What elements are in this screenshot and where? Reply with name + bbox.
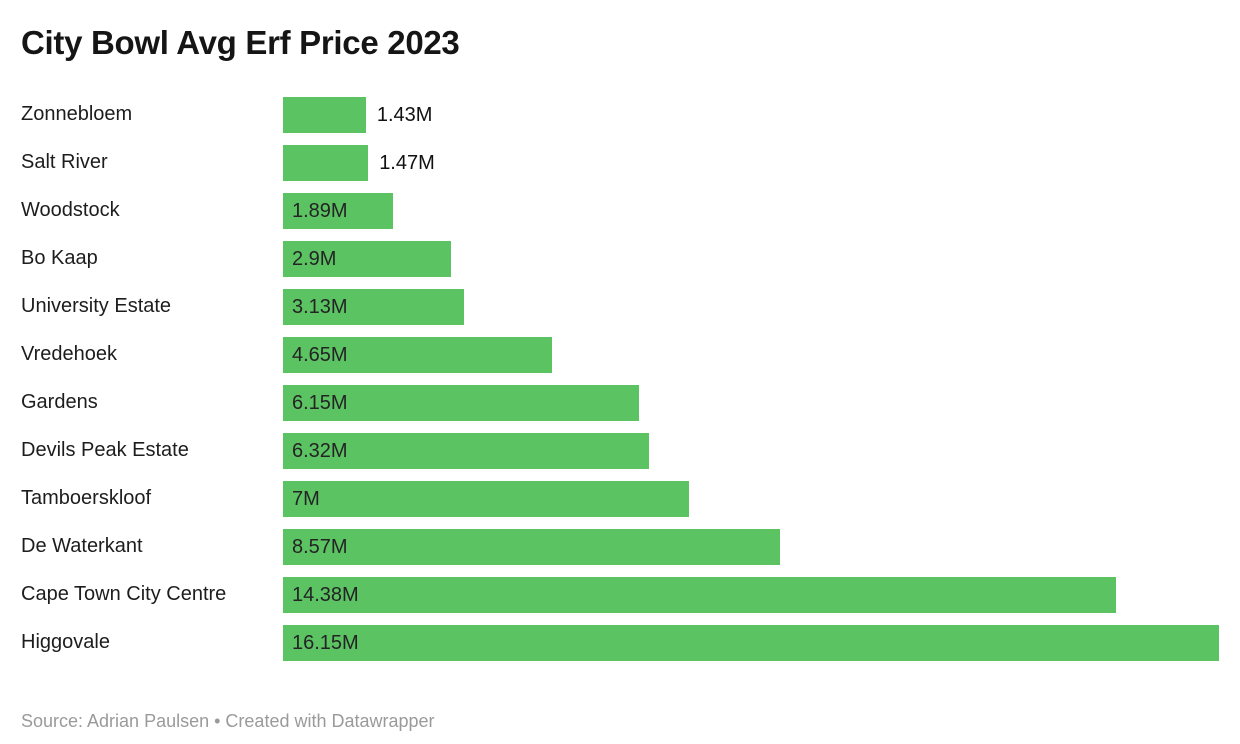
bar-track: 14.38M xyxy=(283,576,1219,613)
category-label: Salt River xyxy=(21,151,108,174)
bar-track: 16.15M xyxy=(283,624,1219,661)
bar-track: 2.9M xyxy=(283,240,1219,277)
bar-row: Devils Peak Estate 6.32M xyxy=(21,427,1219,475)
source-attribution: Source: Adrian Paulsen • Created with Da… xyxy=(21,710,435,731)
value-label: 16.15M xyxy=(292,631,359,654)
category-label: Tamboerskloof xyxy=(21,487,152,510)
bar[interactable]: 7M xyxy=(283,480,689,517)
bar[interactable]: 14.38M xyxy=(283,576,1117,613)
value-label: 1.47M xyxy=(379,151,435,174)
value-label: 4.65M xyxy=(292,343,348,366)
bar-track: 3.13M xyxy=(283,288,1219,325)
bar-row: Vredehoek 4.65M xyxy=(21,331,1219,379)
bar-row: Salt River 1.47M xyxy=(21,139,1219,187)
category-label: Gardens xyxy=(21,391,98,414)
bar-track: 8.57M xyxy=(283,528,1219,565)
bar-track: 1.43M xyxy=(283,96,1219,133)
bar[interactable]: 2.9M xyxy=(283,240,452,277)
category-label: Vredehoek xyxy=(21,343,117,366)
value-label: 14.38M xyxy=(292,583,359,606)
value-label: 7M xyxy=(292,487,320,510)
bar[interactable]: 6.15M xyxy=(283,384,640,421)
bar-track: 6.32M xyxy=(283,432,1219,469)
bar[interactable]: 16.15M xyxy=(283,624,1219,661)
bar[interactable]: 8.57M xyxy=(283,528,780,565)
value-label: 6.32M xyxy=(292,439,348,462)
category-label: Higgovale xyxy=(21,631,110,654)
bar-row: Higgovale 16.15M xyxy=(21,619,1219,667)
bar-row: Cape Town City Centre 14.38M xyxy=(21,571,1219,619)
bar-row: Zonnebloem 1.43M xyxy=(21,91,1219,139)
bar[interactable]: 1.89M xyxy=(283,192,393,229)
bar-row: Woodstock 1.89M xyxy=(21,187,1219,235)
category-label: Woodstock xyxy=(21,199,120,222)
bar-row: De Waterkant 8.57M xyxy=(21,523,1219,571)
category-label: Cape Town City Centre xyxy=(21,583,227,606)
value-label: 1.89M xyxy=(292,199,348,222)
bar[interactable] xyxy=(283,144,369,181)
bar-row: Gardens 6.15M xyxy=(21,379,1219,427)
bar[interactable]: 6.32M xyxy=(283,432,650,469)
category-label: Bo Kaap xyxy=(21,247,98,270)
category-label: University Estate xyxy=(21,295,172,318)
value-label: 3.13M xyxy=(292,295,348,318)
value-label: 1.43M xyxy=(376,103,433,126)
bar-track: 1.89M xyxy=(283,192,1219,229)
bar[interactable]: 3.13M xyxy=(283,288,465,325)
bar-row: University Estate 3.13M xyxy=(21,283,1219,331)
category-label: De Waterkant xyxy=(21,535,143,558)
chart-title: City Bowl Avg Erf Price 2023 xyxy=(21,24,460,61)
value-label: 2.9M xyxy=(292,247,337,270)
category-label: Zonnebloem xyxy=(21,103,133,126)
value-label: 8.57M xyxy=(292,535,348,558)
bar[interactable] xyxy=(283,96,366,133)
bar-track: 6.15M xyxy=(283,384,1219,421)
bar-row: Tamboerskloof 7M xyxy=(21,475,1219,523)
bar-chart: Zonnebloem 1.43M Salt River 1.47M Woodstock 1… xyxy=(21,91,1219,667)
category-label: Devils Peak Estate xyxy=(21,439,189,462)
bar-row: Bo Kaap 2.9M xyxy=(21,235,1219,283)
bar-track: 1.47M xyxy=(283,144,1219,181)
bar[interactable]: 4.65M xyxy=(283,336,553,373)
value-label: 6.15M xyxy=(292,391,348,414)
bar-track: 4.65M xyxy=(283,336,1219,373)
bar-track: 7M xyxy=(283,480,1219,517)
